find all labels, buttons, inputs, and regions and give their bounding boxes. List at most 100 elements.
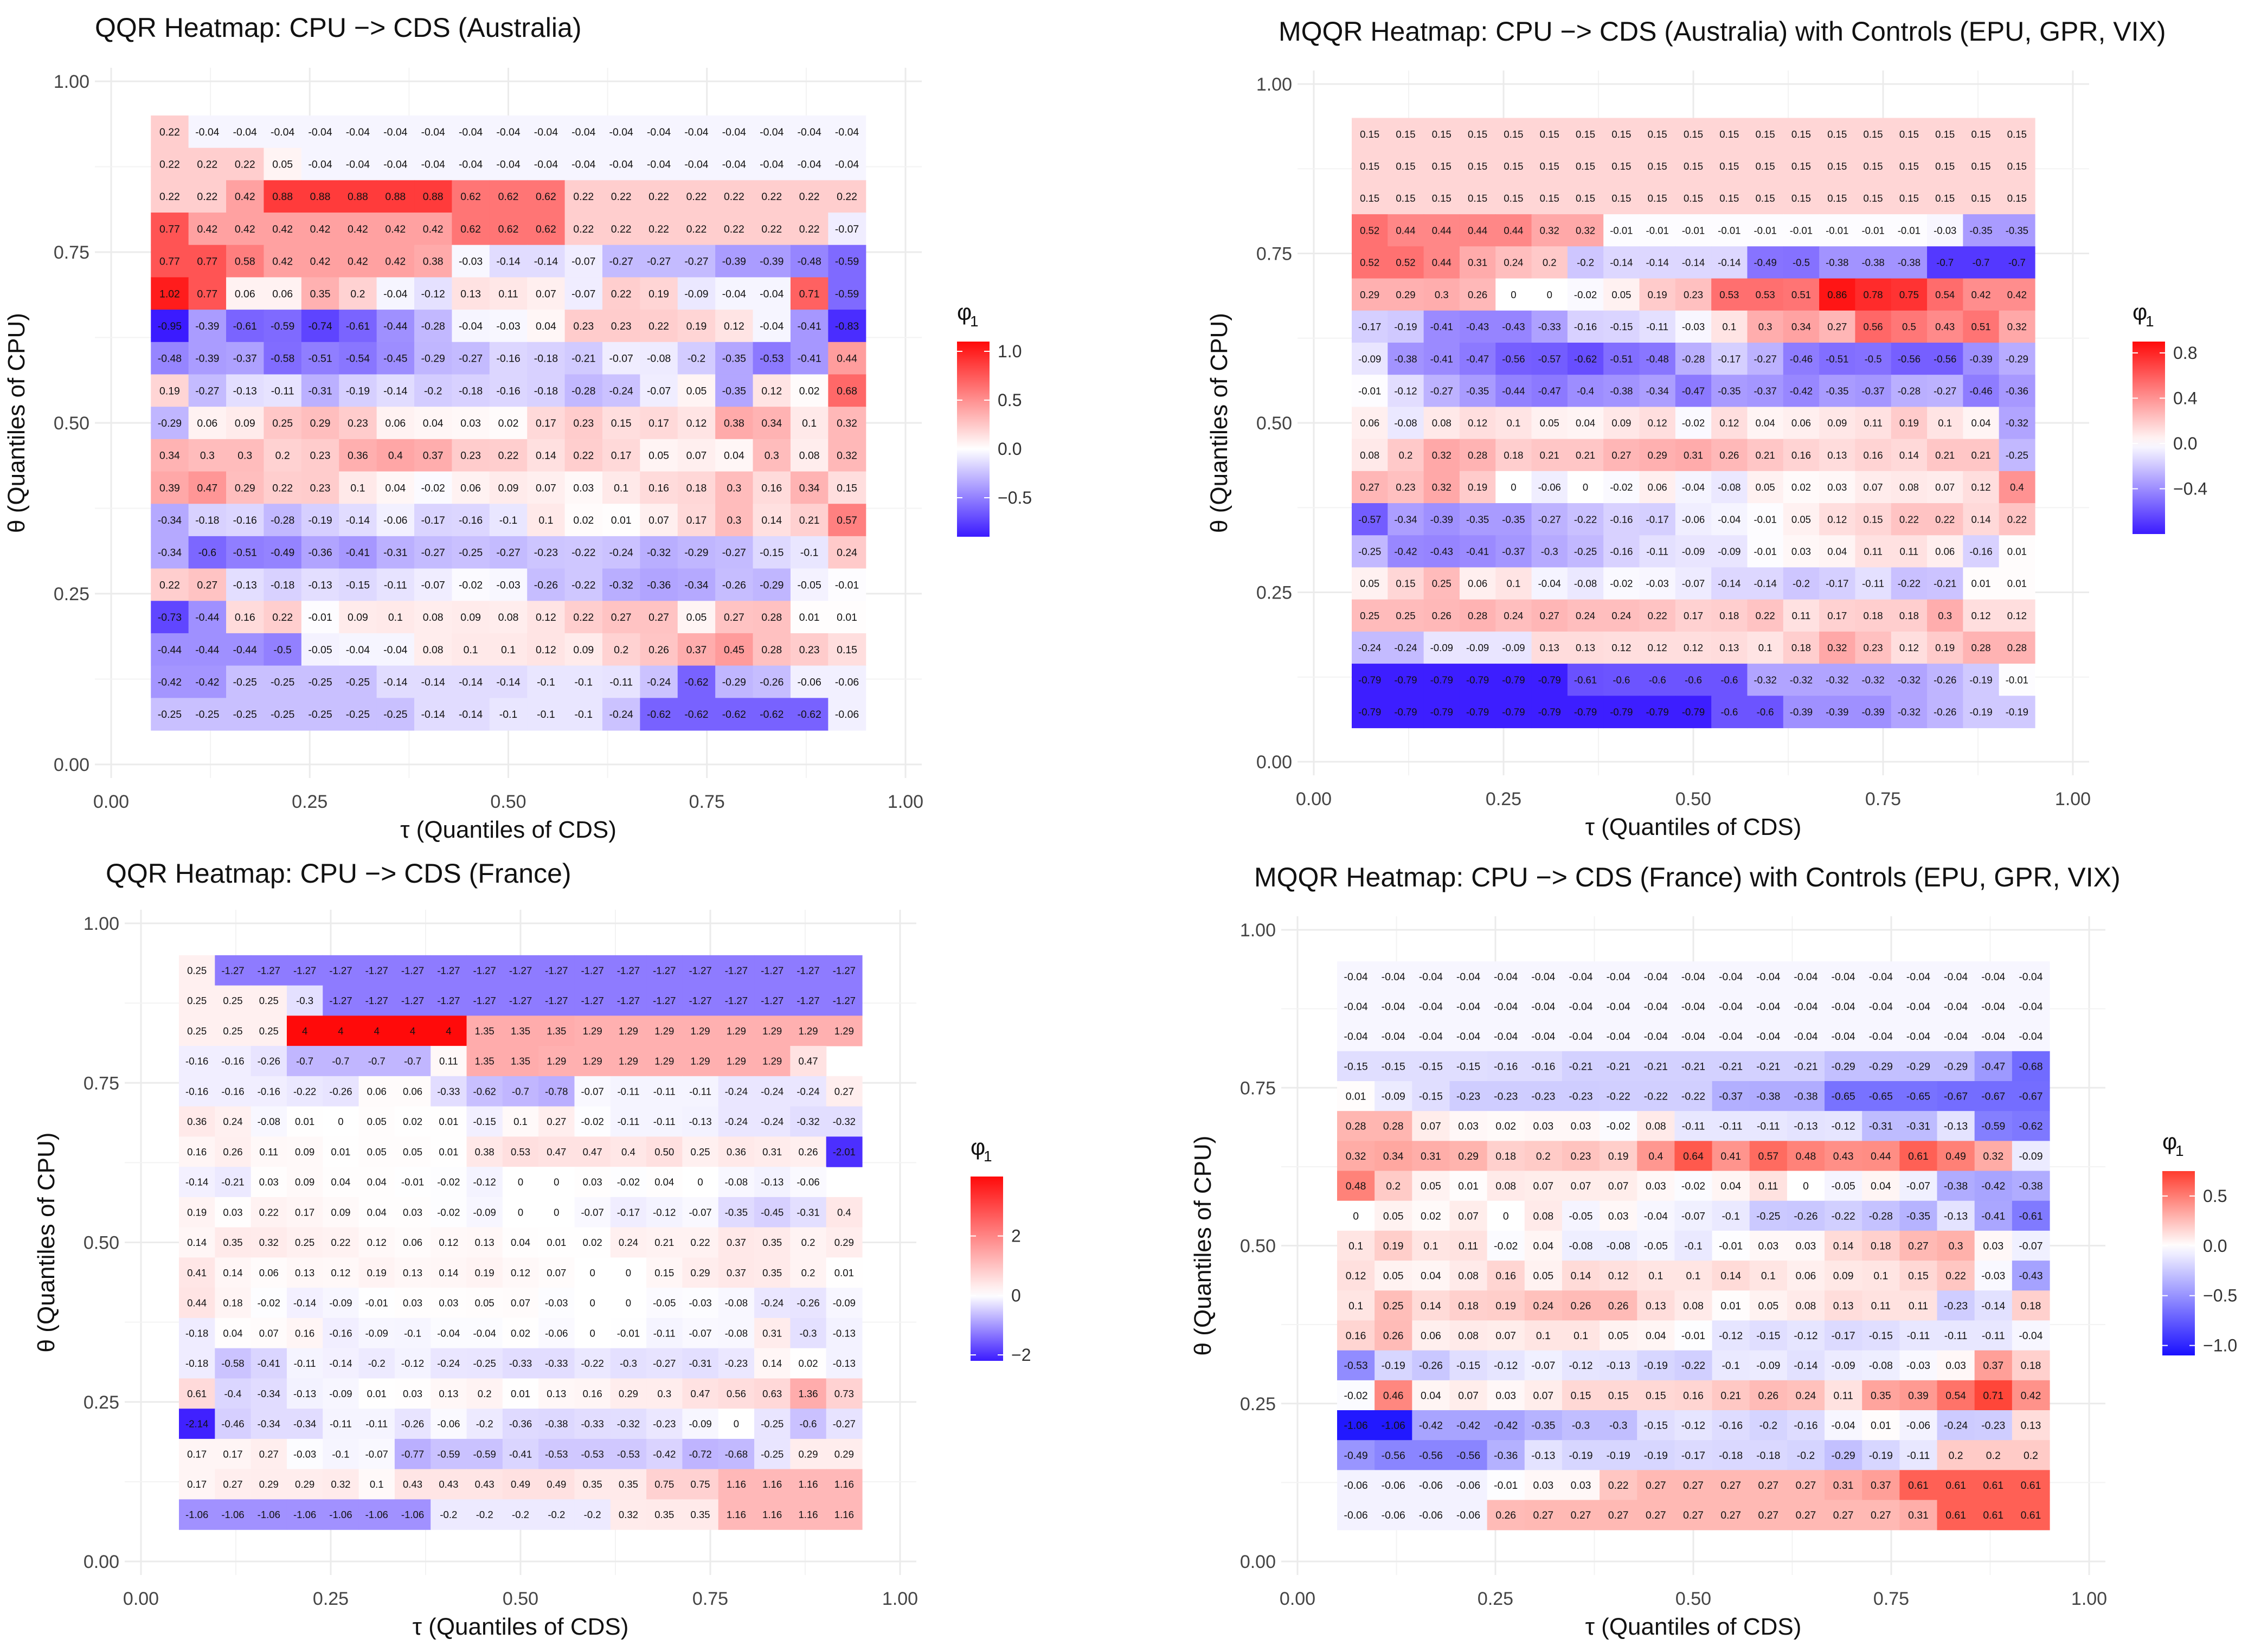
cell-value-label: 0.4 [388,450,403,462]
cell-value-label: 0.15 [1899,192,1919,204]
heatmap-cell [1783,375,1820,407]
cell-value-label: 0.13 [439,1388,458,1399]
heatmap-cell [1600,1470,1637,1501]
heatmap-cell [1711,567,1748,600]
heatmap-cell [1783,535,1820,568]
heatmap-cell [715,568,754,601]
heatmap-cell [1524,1171,1563,1201]
cell-value-label: -0.04 [760,288,783,300]
cell-value-label: 0.12 [1648,642,1667,653]
heatmap-cell [1674,1081,1713,1111]
cell-value-label: 0.23 [799,644,820,656]
heatmap-cell [754,1438,791,1470]
cell-value-label: -0.56 [1419,1450,1443,1462]
cell-value-label: 0.25 [259,1025,279,1037]
heatmap-cell [1825,1081,1862,1111]
heatmap-cell [188,180,227,213]
cell-value-label: 0.36 [348,450,368,462]
heatmap-cell [828,601,866,634]
heatmap-cell [358,1076,395,1107]
heatmap-cell [1963,118,2000,151]
cell-value-label: -0.06 [437,1418,460,1430]
heatmap-cell [646,1167,683,1198]
heatmap-cell [1963,182,2000,215]
heatmap-cell [1375,1021,1412,1052]
cell-value-label: 4 [302,1025,307,1037]
heatmap-cell [1937,1171,1975,1201]
cell-value-label: -0.07 [1906,1180,1930,1192]
heatmap-cell [1352,696,1388,729]
heatmap-cell [1524,1380,1563,1411]
cell-value-label: 0.29 [798,1448,818,1460]
heatmap-cell [1855,535,1892,568]
heatmap-cell [502,1499,539,1530]
cell-value-label: -0.16 [1610,513,1633,525]
cell-value-label: 1.16 [762,1479,782,1490]
heatmap-cell [215,1136,252,1167]
heatmap-cell [502,1046,539,1077]
cell-value-label: 0.19 [1383,1240,1404,1252]
cell-value-label: -0.58 [271,353,294,365]
cell-value-label: 0.11 [1792,610,1811,621]
legend-tick-label: 2 [1011,1226,1021,1246]
cell-value-label: -0.1 [1684,1240,1702,1252]
heatmap-cell [1937,1290,1975,1321]
heatmap-cell [1749,1111,1788,1141]
cell-value-label: 0.48 [1346,1180,1366,1192]
cell-value-label: -0.6 [1720,706,1738,718]
heatmap-cell [1388,696,1424,729]
heatmap-cell [1524,1410,1563,1441]
cell-value-label: 0.21 [654,1237,674,1248]
cell-value-label: -0.04 [1382,1031,1405,1043]
cell-value-label: 0.1 [538,515,553,526]
cell-value-label: 0.02 [511,1327,530,1339]
cell-value-label: -0.04 [383,644,407,656]
heatmap-cell [1603,599,1640,632]
heatmap-cell [376,115,415,149]
tiles [1337,961,2050,1531]
heatmap-cell [1449,1410,1488,1441]
heatmap-cell [1937,1380,1975,1411]
heatmap-cell [264,698,302,731]
heatmap-cell [574,1257,611,1288]
cell-value-label: -0.09 [329,1388,352,1399]
heatmap-cell [323,1469,359,1500]
heatmap-cell [1531,503,1568,536]
cell-value-label: -0.33 [509,1358,532,1369]
cell-value-label: -0.19 [1569,1450,1592,1462]
heatmap-cell [602,147,640,181]
cell-value-label: 0.38 [475,1146,494,1158]
heatmap-cell [1449,1470,1488,1501]
cell-value-label: -0.1 [537,676,555,688]
heatmap-cell [826,1106,863,1137]
cell-value-label: 0.42 [235,223,255,235]
cell-value-label: -0.59 [473,1448,496,1460]
heatmap-cell [1423,182,1460,215]
cell-value-label: 0.26 [1758,1390,1778,1402]
cell-value-label: -0.23 [1531,1091,1555,1103]
cell-value-label: 0.15 [1756,160,1775,172]
heatmap-cell [1862,1111,1900,1141]
cell-value-label: 0.06 [1468,578,1487,589]
heatmap-cell [1675,439,1712,472]
heatmap-cell [527,601,566,634]
heatmap-cell [1567,214,1604,247]
cell-value-label: 0.61 [2021,1480,2041,1492]
cell-value-label: -0.27 [1430,385,1453,396]
heatmap-cell [1927,118,1963,151]
cell-value-label: 0.01 [2007,578,2027,589]
cell-value-label: 0.64 [1683,1150,1704,1162]
cell-value-label: -0.21 [1644,1060,1668,1072]
cell-value-label: -0.04 [1756,971,1780,983]
heatmap-cell [323,1046,359,1077]
heatmap-cell [1783,631,1820,664]
heatmap-cell [489,245,528,278]
heatmap-cell [1675,150,1712,183]
cell-value-label: 0.24 [1504,257,1523,268]
heatmap-cell [1375,1261,1412,1291]
cell-value-label: 0.25 [187,995,207,1006]
cell-value-label: -1.06 [365,1509,388,1520]
cell-value-label: 0.15 [1646,1390,1666,1402]
heatmap-cell [376,633,415,666]
heatmap-cell [286,1438,323,1470]
